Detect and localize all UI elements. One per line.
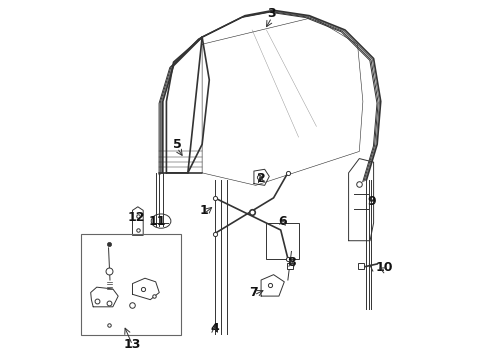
Text: 7: 7 [249,286,258,299]
Text: 2: 2 [257,172,266,185]
Text: 3: 3 [268,8,276,21]
Text: 1: 1 [199,204,208,217]
Text: 12: 12 [127,211,145,224]
Text: 4: 4 [210,322,219,335]
Text: 13: 13 [124,338,141,351]
Text: 11: 11 [149,215,166,228]
Text: 6: 6 [278,215,287,228]
Text: 5: 5 [173,138,181,151]
Text: 8: 8 [287,256,296,269]
Text: 10: 10 [375,261,393,274]
Text: 9: 9 [368,195,376,208]
